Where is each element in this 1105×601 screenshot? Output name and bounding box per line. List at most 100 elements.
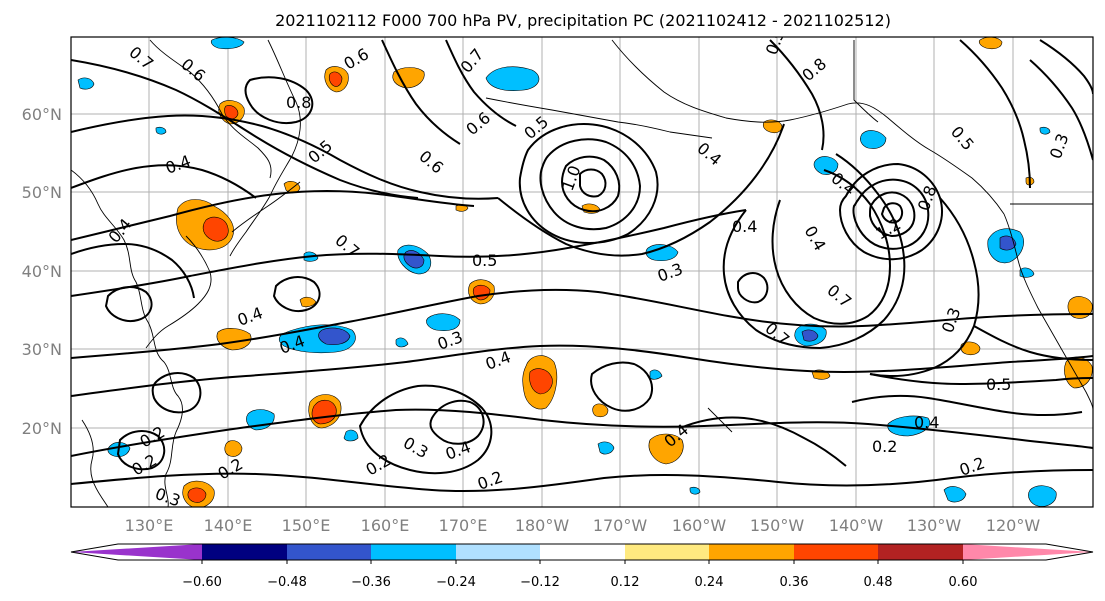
longitude-label-180: 180°W <box>515 516 570 535</box>
colorbar-segment <box>709 544 794 560</box>
pv-contour-0.6 <box>959 39 1031 189</box>
pv-contour-1.0 <box>560 155 621 213</box>
latitude-labels: 60°N 50°N 40°N 30°N 20°N <box>22 105 62 438</box>
colorbar-segment <box>794 544 878 560</box>
pv-contour-0.4 <box>851 394 1083 416</box>
contour-label: 0.8 <box>286 93 311 112</box>
colorbar-ticks <box>201 560 964 564</box>
pv-contour-0.4 <box>104 286 153 322</box>
pv-contour-1.0 <box>518 123 659 244</box>
pv-contour-1.2 <box>868 191 916 238</box>
figure-title: 2021102112 F000 700 hPa PV, precipitatio… <box>275 11 891 30</box>
pv-contour-0.6 <box>71 114 499 200</box>
pv-contour-0.3 <box>71 344 1093 397</box>
longitude-labels: 130°E 140°E 150°E 160°E 170°E 180°W 170°… <box>125 516 1041 535</box>
colorbar-tick-label: 0.48 <box>864 575 893 590</box>
precipitation-shading <box>77 37 1093 507</box>
colorbar-tick-label: −0.12 <box>520 575 560 590</box>
coastline-philippines <box>81 419 109 507</box>
colorbar-segment <box>287 544 371 560</box>
contour-label: 0.5 <box>986 375 1011 394</box>
pv-contour-1.0 <box>579 168 607 198</box>
colorbar-tick-label: 0.36 <box>780 575 809 590</box>
precip-patch-negative <box>1028 485 1057 507</box>
longitude-label-140e: 140°E <box>204 516 253 535</box>
colorbar-segment <box>456 544 540 560</box>
pv-contour-0.3 <box>151 372 202 414</box>
pv-contours <box>71 39 1093 493</box>
precip-patch-positive <box>1067 296 1093 319</box>
contour-label: 0.4 <box>914 413 939 432</box>
longitude-label-170w: 170°W <box>593 516 648 535</box>
pv-contour-1.0 <box>852 178 930 250</box>
pv-contour-0.8 <box>769 39 825 151</box>
colorbar-tick-label: 0.12 <box>611 575 640 590</box>
colorbar-extend-max <box>963 544 1093 560</box>
pv-contour-0.5 <box>869 373 1093 386</box>
pv-contour-0.8 <box>244 76 314 124</box>
precip-patch-negative <box>999 235 1017 251</box>
longitude-label-140w: 140°W <box>829 516 884 535</box>
precip-patch-negative <box>689 486 701 495</box>
colorbar-tick-labels: −0.60 −0.48 −0.36 −0.24 −0.12 0.12 0.24 … <box>182 575 977 590</box>
precip-patch-negative <box>1019 267 1035 278</box>
precip-patch-negative <box>645 244 679 262</box>
precip-patch-positive <box>202 216 229 242</box>
pv-contour-0.5 <box>71 209 747 297</box>
precip-patch-negative <box>1039 126 1051 135</box>
pv-contour-0.3 <box>973 325 1093 361</box>
pv-contour-0.4 <box>429 399 485 445</box>
pv-contour-0.3 <box>590 361 653 412</box>
longitude-label-160w: 160°W <box>672 516 727 535</box>
colorbar-segment <box>371 544 456 560</box>
map-frame <box>70 36 1094 508</box>
pv-contour-0.7 <box>71 59 419 199</box>
precip-patch-negative <box>860 130 887 149</box>
colorbar-tick-label: 0.24 <box>695 575 724 590</box>
coastlines <box>71 39 1093 507</box>
precip-patch-negative <box>343 429 359 442</box>
precip-patch-negative <box>155 126 167 135</box>
longitude-label-130w: 130°W <box>907 516 962 535</box>
precip-patch-negative <box>318 327 351 346</box>
colorbar-tick-label: −0.36 <box>351 575 391 590</box>
precip-patch-positive <box>529 368 553 395</box>
longitude-label-120w: 120°W <box>986 516 1041 535</box>
longitude-label-170e: 170°E <box>439 516 488 535</box>
pv-contour-1.2 <box>880 202 904 224</box>
precip-patch-negative <box>597 441 615 455</box>
pv-contour-0.2 <box>71 469 1093 493</box>
colorbar-segment <box>202 544 287 560</box>
coastline-kamchatka <box>229 39 301 257</box>
contour-label: 0.2 <box>872 437 897 456</box>
pv-contour-0.6 <box>381 39 461 145</box>
pv-contour-0.6 <box>497 123 785 257</box>
precip-patch-positive <box>762 119 783 134</box>
contour-label: 0.4 <box>732 217 757 236</box>
pv-contour-0.3 <box>358 384 493 475</box>
precip-patch-negative <box>485 66 540 91</box>
pv-contour-0.8 <box>838 162 943 261</box>
longitude-label-130e: 130°E <box>125 516 174 535</box>
pv-contour-0.3 <box>1039 39 1093 95</box>
colorbar-segment <box>625 544 709 560</box>
longitude-label-160e: 160°E <box>361 516 410 535</box>
latitude-label-30n: 30°N <box>22 340 62 359</box>
colorbar: −0.60 −0.48 −0.36 −0.24 −0.12 0.12 0.24 … <box>70 543 1094 590</box>
precip-patch-negative <box>77 77 95 90</box>
pv-contour-0.5 <box>1029 59 1093 161</box>
coastline-aleutian-islands <box>485 97 713 139</box>
colorbar-tick-label: −0.24 <box>436 575 476 590</box>
coastline-north-america-west <box>1003 213 1093 411</box>
pv-contour-0.5 <box>722 153 906 350</box>
precip-patch-positive <box>187 487 207 503</box>
pv-contour-0.4 <box>71 242 195 299</box>
precip-patch-positive <box>592 403 609 418</box>
coastline-japan <box>145 235 212 349</box>
precip-patch-positive <box>392 67 425 89</box>
precip-patch-positive <box>328 71 343 87</box>
precip-patch-positive <box>299 296 317 308</box>
colorbar-tick-label: −0.60 <box>182 575 222 590</box>
precip-patch-negative <box>395 337 409 348</box>
longitude-label-150w: 150°W <box>750 516 805 535</box>
